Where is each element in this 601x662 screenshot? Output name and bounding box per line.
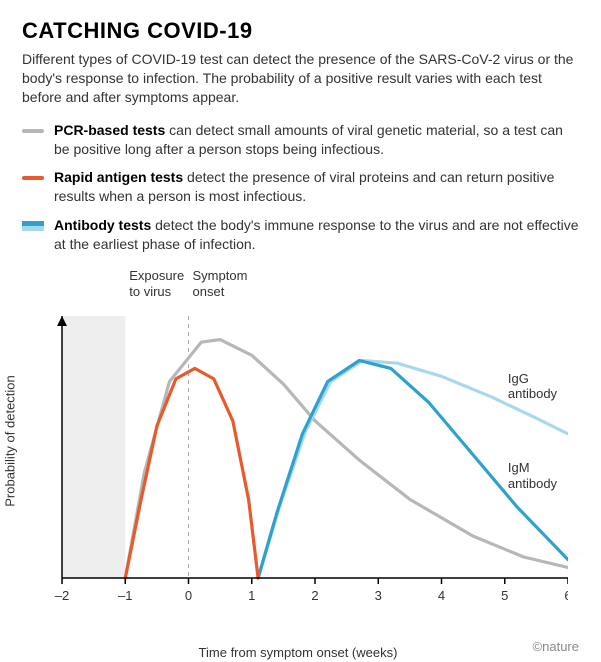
x-tick-label: 0 [185, 588, 192, 603]
x-tick-label: 5 [501, 588, 508, 603]
legend-text-pcr: PCR-based tests can detect small amounts… [54, 121, 579, 159]
legend-antigen: Rapid antigen tests detect the presence … [22, 168, 579, 206]
legend-text-antibody: Antibody tests detect the body's immune … [54, 216, 579, 254]
legend: PCR-based tests can detect small amounts… [22, 121, 579, 254]
legend-text-antigen: Rapid antigen tests detect the presence … [54, 168, 579, 206]
x-tick-label: 4 [438, 588, 445, 603]
series-antigen [125, 368, 258, 578]
label-symptom-onset: Symptomonset [193, 268, 283, 299]
x-tick-label: –2 [55, 588, 69, 603]
anno-igm: IgMantibody [508, 460, 568, 491]
chart: Probability of detection Exposureto viru… [28, 268, 568, 613]
figure: CATCHING COVID-19 Different types of COV… [0, 0, 601, 662]
legend-swatch-pcr [22, 129, 44, 133]
series-pcr [125, 340, 568, 578]
credit: ©nature [533, 639, 579, 654]
legend-swatch-antibody [22, 221, 44, 231]
chart-svg: Exposureto virusSymptomonsetIgGantibodyI… [28, 268, 568, 613]
x-tick-label: 3 [375, 588, 382, 603]
x-tick-label: 1 [248, 588, 255, 603]
figure-title: CATCHING COVID-19 [22, 18, 579, 44]
x-tick-label: –1 [118, 588, 132, 603]
exposure-band [62, 316, 125, 578]
anno-igg: IgGantibody [508, 371, 568, 402]
y-axis-label: Probability of detection [3, 375, 18, 507]
legend-pcr: PCR-based tests can detect small amounts… [22, 121, 579, 159]
x-tick-label: 2 [311, 588, 318, 603]
x-tick-label: 6 [564, 588, 568, 603]
legend-antibody: Antibody tests detect the body's immune … [22, 216, 579, 254]
figure-subtitle: Different types of COVID-19 test can det… [22, 50, 579, 107]
legend-swatch-antigen [22, 176, 44, 180]
x-axis-label: Time from symptom onset (weeks) [28, 645, 568, 660]
